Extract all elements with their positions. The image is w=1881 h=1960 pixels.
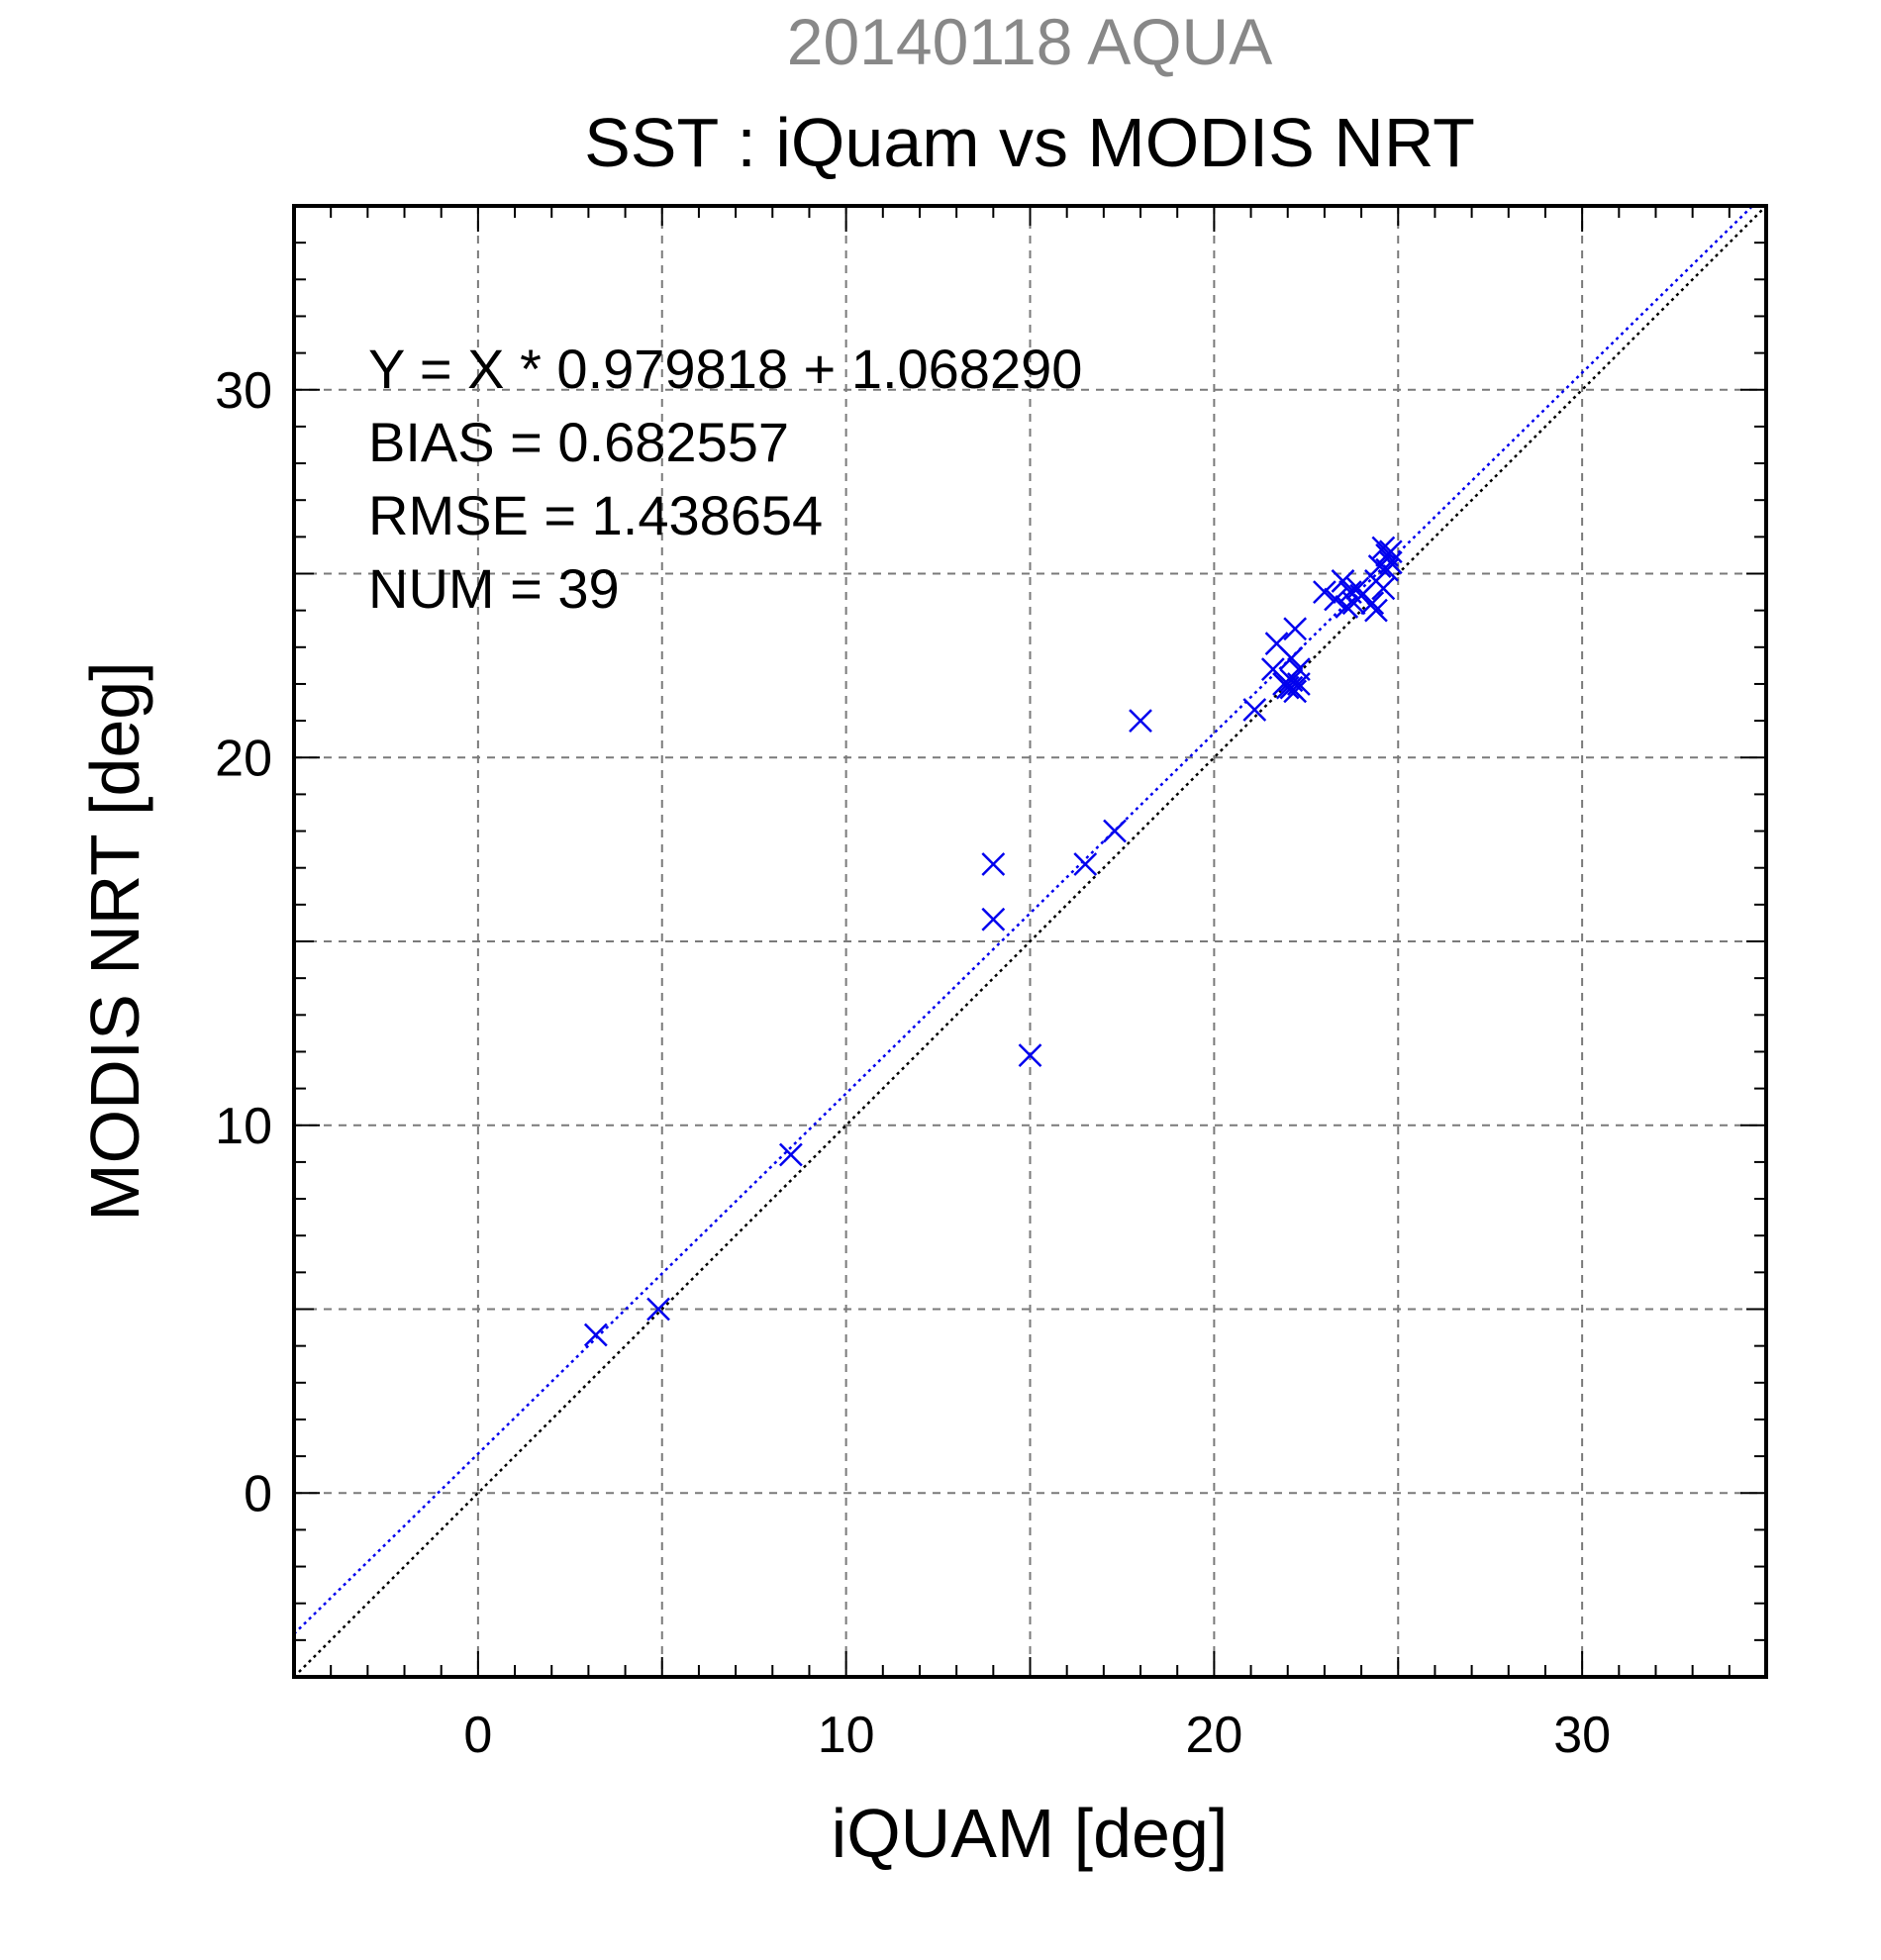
data-point-stroke	[1018, 1043, 1042, 1068]
data-point	[1279, 646, 1304, 670]
data-point-stroke	[1264, 632, 1289, 655]
data-point-stroke	[1286, 657, 1311, 681]
data-point-stroke	[646, 1297, 670, 1322]
data-point-stroke	[1345, 576, 1370, 601]
identity-line	[294, 206, 1766, 1677]
data-points	[583, 536, 1403, 1347]
data-point	[1242, 698, 1267, 722]
data-point-stroke	[1371, 536, 1396, 560]
y-tick-label: 10	[215, 1098, 272, 1155]
chart-supertitle: 20140118 AQUA	[787, 5, 1273, 78]
data-point-stroke	[1129, 709, 1152, 733]
data-point	[1286, 657, 1311, 681]
data-point	[1378, 539, 1403, 564]
data-point-stroke	[1338, 580, 1362, 604]
stats-annotation: Y = X * 0.979818 + 1.068290 BIAS = 0.682…	[368, 338, 1082, 620]
reference-lines	[294, 206, 1766, 1677]
data-point-stroke	[1331, 569, 1355, 593]
data-point-stroke	[981, 852, 1006, 876]
grid	[294, 206, 1766, 1677]
data-point	[1364, 598, 1388, 623]
data-point	[1345, 576, 1370, 601]
data-point-stroke	[1364, 598, 1388, 623]
data-point	[1073, 852, 1098, 876]
data-point	[1103, 819, 1127, 843]
y-tick-label: 30	[215, 362, 272, 420]
rmse-text: RMSE = 1.438654	[368, 484, 823, 546]
data-point	[981, 852, 1006, 876]
data-point	[778, 1142, 803, 1167]
data-point-stroke	[1242, 698, 1267, 722]
data-point	[1371, 576, 1396, 601]
y-tick-label: 20	[215, 730, 272, 787]
data-point-stroke	[1335, 595, 1359, 619]
data-point-stroke	[778, 1142, 803, 1167]
data-point-stroke	[1260, 657, 1285, 681]
data-point	[583, 1323, 608, 1347]
data-point-stroke	[1378, 539, 1403, 564]
data-point	[1335, 595, 1359, 619]
data-point-stroke	[1279, 646, 1304, 670]
data-point-stroke	[1360, 591, 1385, 616]
data-point-stroke	[1378, 550, 1403, 575]
fit-equation-text: Y = X * 0.979818 + 1.068290	[368, 338, 1082, 400]
data-point	[1378, 550, 1403, 575]
x-tick-label: 0	[463, 1707, 492, 1764]
data-point-stroke	[1283, 617, 1308, 641]
x-tick-label: 30	[1553, 1707, 1611, 1764]
data-point	[1283, 617, 1308, 641]
data-point-stroke	[1371, 576, 1396, 601]
data-point	[981, 907, 1006, 931]
data-point-stroke	[1313, 580, 1336, 604]
x-tick-label: 10	[818, 1707, 875, 1764]
data-point	[646, 1297, 670, 1322]
x-axis-label: iQUAM [deg]	[832, 1795, 1229, 1872]
data-point	[1331, 569, 1355, 593]
y-axis-label: MODIS NRT [deg]	[76, 661, 153, 1221]
data-point	[1324, 587, 1347, 612]
data-point	[1313, 580, 1336, 604]
data-point	[1018, 1043, 1042, 1068]
chart-title: SST : iQuam vs MODIS NRT	[584, 104, 1475, 181]
bias-text: BIAS = 0.682557	[368, 411, 789, 473]
data-point-stroke	[1279, 675, 1304, 700]
data-point-stroke	[1324, 587, 1347, 612]
data-point	[1260, 657, 1285, 681]
data-point-stroke	[1073, 852, 1098, 876]
x-tick-label: 20	[1185, 1707, 1242, 1764]
y-tick-label: 0	[244, 1465, 272, 1522]
plot-frame	[292, 204, 1768, 1679]
data-point-stroke	[1279, 668, 1304, 693]
data-point	[1371, 536, 1396, 560]
data-point-stroke	[981, 907, 1006, 931]
data-point-stroke	[583, 1323, 608, 1347]
y-tick-labels: 0 10 20 30	[215, 362, 272, 1523]
x-tick-labels: 0 10 20 30	[463, 1707, 1611, 1764]
num-text: NUM = 39	[368, 557, 620, 620]
data-point	[1129, 709, 1152, 733]
data-point	[1279, 675, 1304, 700]
data-point-stroke	[1103, 819, 1127, 843]
